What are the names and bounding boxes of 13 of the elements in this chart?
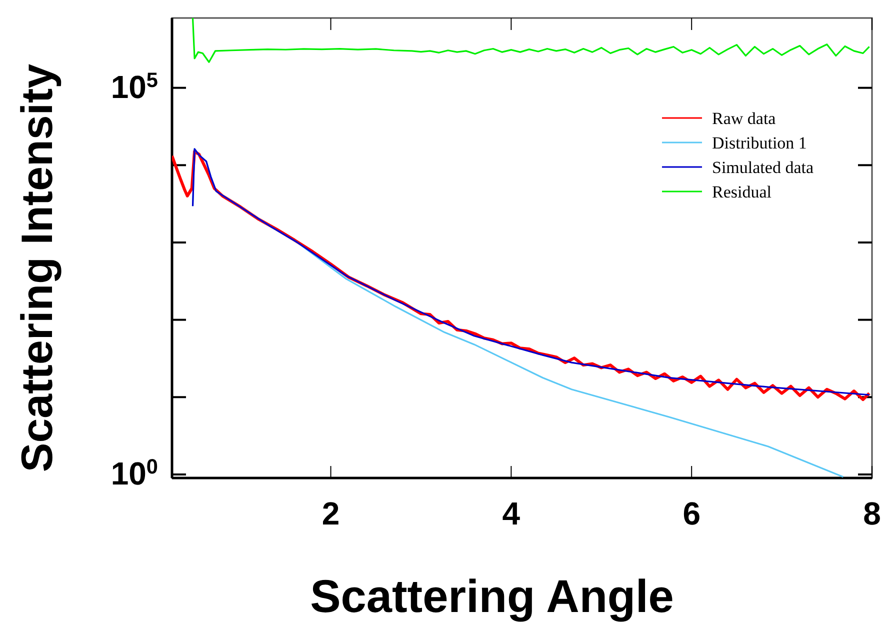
legend-label: Distribution 1: [712, 133, 807, 152]
legend-label: Simulated data: [712, 158, 814, 177]
legend-label: Raw data: [712, 108, 776, 128]
x-axis-title: Scattering Angle: [310, 570, 674, 622]
x-tick-label: 8: [863, 496, 881, 532]
y-tick-label: 10$^{0}$: [110, 455, 158, 492]
y-axis-title: Scattering Intensity: [13, 63, 62, 472]
x-tick-label: 2: [322, 496, 340, 532]
legend-label: Residual: [712, 182, 772, 202]
line-series: [192, 18, 870, 63]
y-tick-label: 10$^{5}$: [110, 68, 158, 106]
x-tick-label: 6: [682, 496, 700, 532]
x-tick-label: 4: [502, 496, 520, 532]
